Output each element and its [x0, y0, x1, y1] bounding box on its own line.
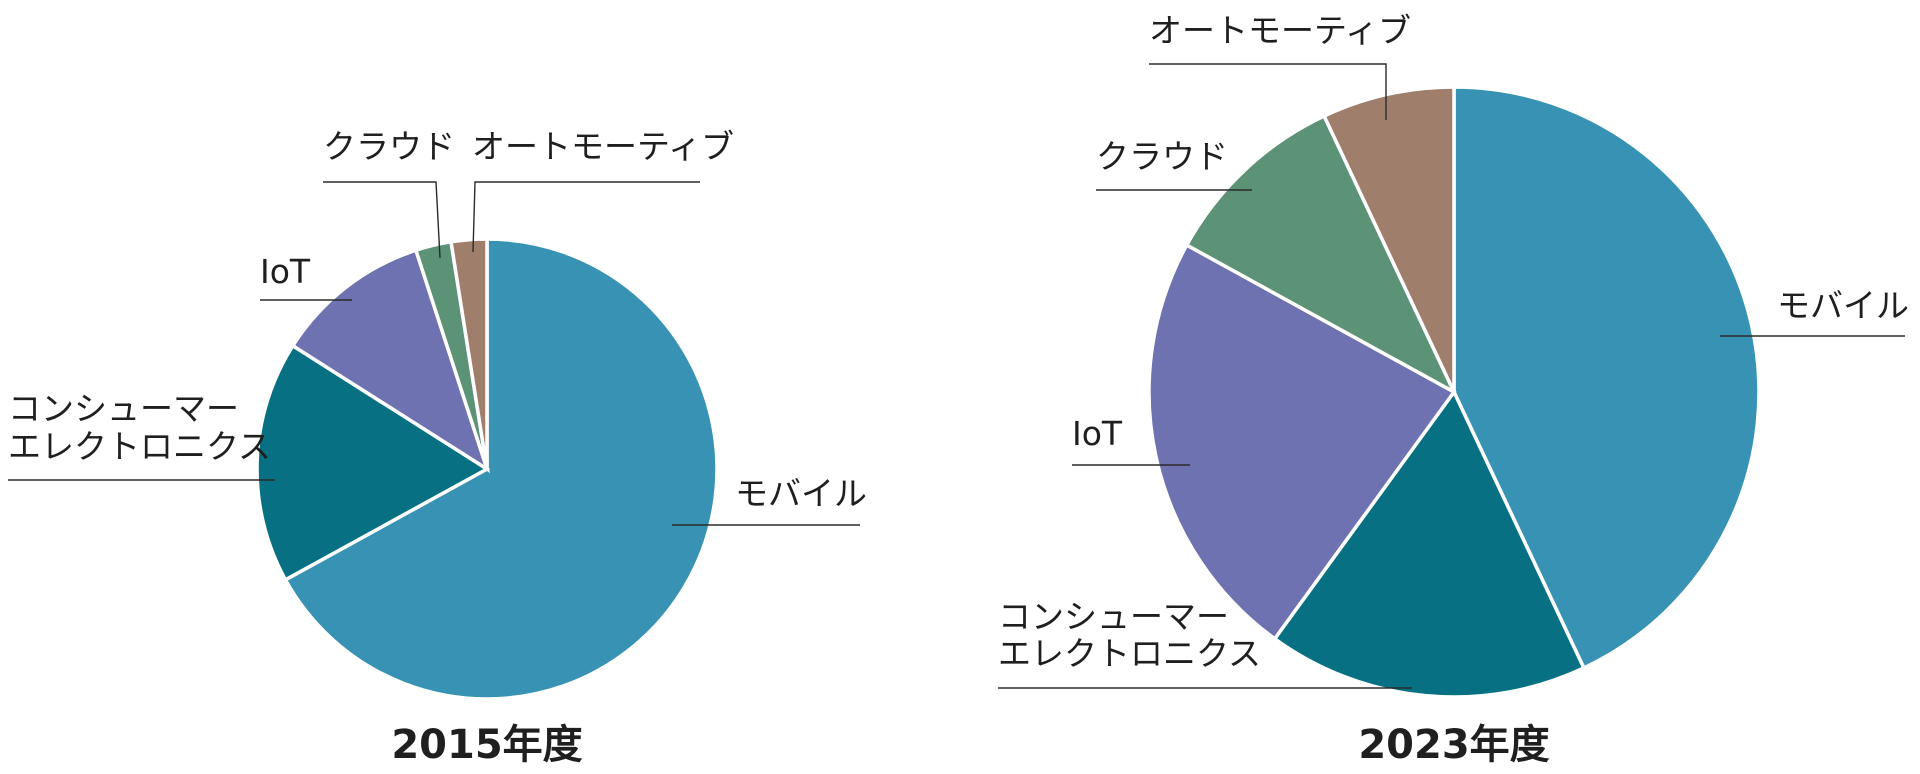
slice-consumer-electronics — [1272, 388, 1587, 699]
slice-label-automotive: オートモーティブ — [472, 127, 734, 166]
slice-label-iot: IoT — [1072, 414, 1123, 453]
slice-label-iot: IoT — [260, 252, 311, 291]
slice-label-consumer-electronics-line2: エレクトロニクス — [8, 427, 271, 466]
slice-iot — [290, 248, 491, 474]
chart-title: 2023年度 — [1358, 722, 1549, 768]
slice-label-cloud: クラウド — [323, 127, 455, 166]
slice-label-consumer-electronics-line1: コンシューマー — [8, 389, 239, 428]
leader-line-automotive — [472, 181, 700, 253]
slice-mobile — [1452, 85, 1761, 671]
slice-label-consumer-electronics-line2: エレクトロニクス — [998, 634, 1261, 673]
leader-line-cloud — [323, 181, 441, 259]
slice-cloud — [1184, 113, 1458, 397]
slice-iot — [1147, 242, 1457, 642]
slice-label-consumer-electronics-line1: コンシューマー — [998, 597, 1229, 636]
leader-line-automotive — [1149, 63, 1387, 120]
slice-label-automotive: オートモーティブ — [1149, 11, 1411, 50]
slice-automotive — [1321, 85, 1456, 393]
slice-mobile — [283, 237, 719, 701]
slice-label-mobile: モバイル — [735, 474, 867, 513]
slice-label-mobile: モバイル — [1777, 286, 1909, 325]
slice-automotive — [449, 237, 489, 470]
slice-consumer-electronics — [255, 343, 491, 583]
slice-label-cloud: クラウド — [1096, 137, 1228, 176]
chart-title: 2015年度 — [391, 722, 582, 768]
